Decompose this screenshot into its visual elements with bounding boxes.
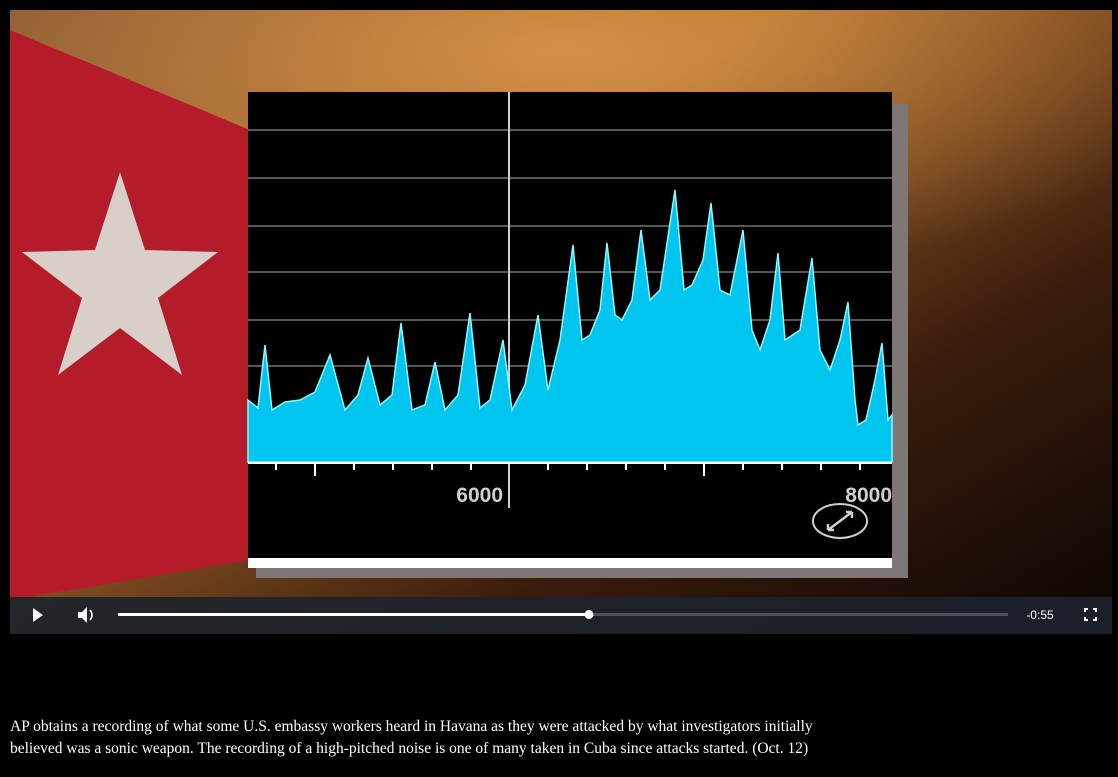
volume-button[interactable]	[78, 607, 93, 623]
caption: AP obtains a recording of what some U.S.…	[10, 716, 1110, 760]
play-button[interactable]	[33, 608, 43, 622]
caption-line: AP obtains a recording of what some U.S.…	[10, 718, 813, 735]
frame-axis-label: 6000	[456, 484, 503, 507]
progress-handle[interactable]	[584, 610, 594, 619]
controls-bar: -0:55	[10, 597, 1112, 634]
fullscreen-button[interactable]	[1084, 608, 1097, 621]
frame-axis-label: 8000	[845, 484, 892, 507]
video-player[interactable]: 6000 8000 -0:55	[10, 10, 1112, 634]
time-remaining: -0:55	[1026, 608, 1054, 622]
video-frame: 6000 8000	[10, 10, 1112, 634]
progress-played	[118, 613, 589, 616]
caption-line: believed was a sonic weapon. The recordi…	[10, 740, 809, 757]
